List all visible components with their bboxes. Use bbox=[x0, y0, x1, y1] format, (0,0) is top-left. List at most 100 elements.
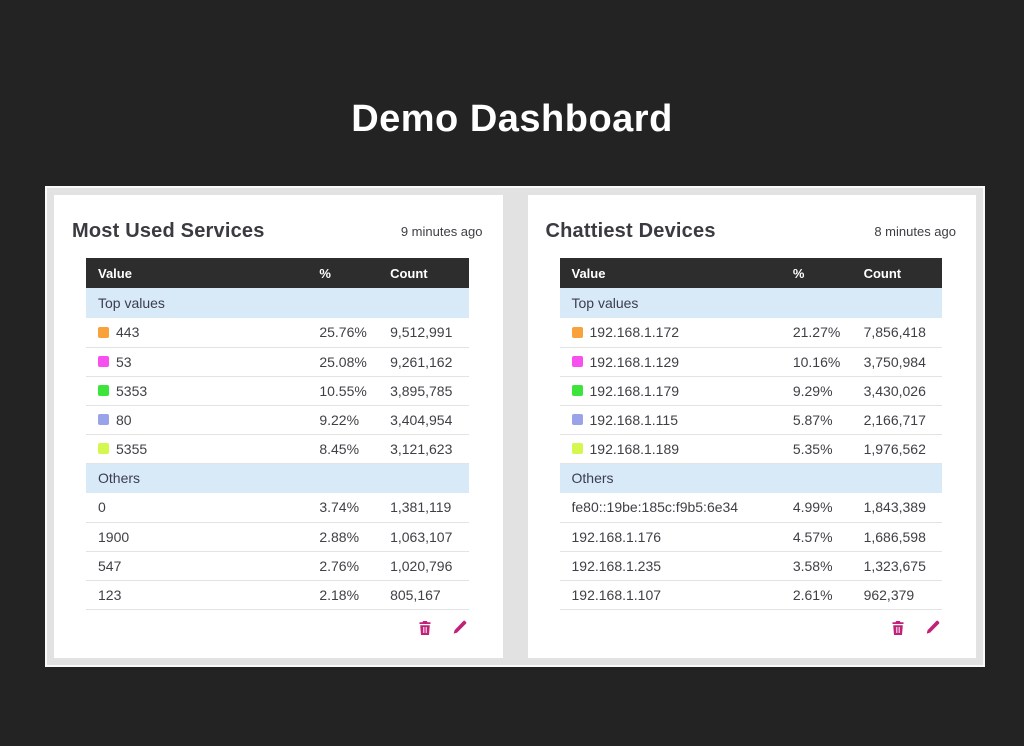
count-cell: 1,976,562 bbox=[863, 434, 942, 464]
panel-timestamp: 9 minutes ago bbox=[400, 224, 483, 239]
section-label: Top values bbox=[86, 288, 469, 318]
percent-cell: 3.74% bbox=[319, 493, 391, 523]
value-cell: 192.168.1.235 bbox=[571, 557, 662, 574]
section-header-row: Others bbox=[86, 463, 469, 493]
table-row: 123 2.18% 805,167 bbox=[86, 580, 469, 610]
value-cell: 5353 bbox=[116, 382, 148, 399]
table-row: 192.168.1.107 2.61% 962,379 bbox=[559, 580, 942, 610]
value-cell: fe80::19be:185c:f9b5:6e34 bbox=[571, 499, 739, 516]
panel-footer bbox=[54, 610, 503, 636]
table-row: 192.168.1.179 9.29% 3,430,026 bbox=[559, 376, 942, 406]
value-cell: 192.168.1.176 bbox=[571, 528, 662, 545]
table-row: 443 25.76% 9,512,991 bbox=[86, 318, 469, 348]
value-cell: 80 bbox=[116, 411, 132, 428]
value-cell: 53 bbox=[116, 353, 132, 370]
percent-cell: 2.88% bbox=[319, 522, 391, 552]
count-cell: 1,686,598 bbox=[863, 522, 942, 552]
delete-button[interactable] bbox=[890, 620, 906, 636]
column-header-percent: % bbox=[319, 258, 391, 288]
table-row: 5355 8.45% 3,121,623 bbox=[86, 434, 469, 464]
count-cell: 1,381,119 bbox=[390, 493, 469, 523]
value-cell: 192.168.1.189 bbox=[589, 440, 680, 457]
count-cell: 2,166,717 bbox=[863, 405, 942, 435]
percent-cell: 3.58% bbox=[792, 551, 864, 581]
percent-cell: 2.76% bbox=[319, 551, 391, 581]
value-color-swatch bbox=[98, 443, 109, 454]
count-cell: 3,430,026 bbox=[863, 376, 942, 406]
value-color-swatch bbox=[571, 414, 583, 425]
column-header-value: Value bbox=[86, 258, 320, 288]
count-cell: 9,512,991 bbox=[390, 318, 469, 348]
edit-button[interactable] bbox=[451, 620, 467, 636]
percent-cell: 2.61% bbox=[792, 580, 864, 610]
table-row: 192.168.1.235 3.58% 1,323,675 bbox=[559, 551, 942, 581]
delete-button[interactable] bbox=[417, 620, 433, 636]
value-cell: 443 bbox=[116, 324, 140, 341]
percent-cell: 10.55% bbox=[319, 376, 391, 406]
section-header-row: Top values bbox=[86, 288, 469, 318]
table-row: 1900 2.88% 1,063,107 bbox=[86, 522, 469, 552]
value-cell: 547 bbox=[98, 557, 122, 574]
column-header-count: Count bbox=[863, 258, 942, 288]
value-color-swatch bbox=[98, 326, 109, 338]
section-label: Others bbox=[559, 463, 942, 493]
count-cell: 1,843,389 bbox=[863, 493, 942, 523]
column-header-value: Value bbox=[559, 258, 793, 288]
percent-cell: 10.16% bbox=[792, 347, 864, 377]
count-cell: 1,323,675 bbox=[863, 551, 942, 581]
percent-cell: 5.87% bbox=[792, 405, 864, 435]
panel-card: Chattiest Devices 8 minutes ago Value % … bbox=[527, 195, 976, 658]
table-row: fe80::19be:185c:f9b5:6e34 4.99% 1,843,389 bbox=[559, 493, 942, 523]
count-cell: 962,379 bbox=[863, 580, 942, 610]
table-row: 547 2.76% 1,020,796 bbox=[86, 551, 469, 581]
section-header-row: Top values bbox=[559, 288, 942, 318]
pencil-icon bbox=[926, 620, 940, 634]
panel-timestamp: 8 minutes ago bbox=[874, 224, 956, 239]
value-color-swatch bbox=[571, 385, 583, 396]
value-cell: 5355 bbox=[116, 440, 148, 457]
count-cell: 3,121,623 bbox=[390, 434, 469, 464]
table-header-row: Value % Count bbox=[559, 258, 942, 288]
panel-header: Most Used Services 9 minutes ago bbox=[54, 195, 503, 256]
value-cell: 123 bbox=[98, 586, 122, 603]
panel-card: Most Used Services 9 minutes ago Value %… bbox=[54, 195, 503, 658]
table-row: 53 25.08% 9,261,162 bbox=[86, 347, 469, 377]
table-header-row: Value % Count bbox=[86, 258, 469, 288]
value-color-swatch bbox=[571, 356, 583, 367]
percent-cell: 21.27% bbox=[792, 318, 864, 348]
count-cell: 3,750,984 bbox=[863, 347, 942, 377]
value-cell: 0 bbox=[98, 499, 106, 516]
table-row: 80 9.22% 3,404,954 bbox=[86, 405, 469, 435]
panel-title: Most Used Services bbox=[72, 220, 265, 242]
pencil-icon bbox=[453, 620, 466, 634]
value-color-swatch bbox=[98, 356, 109, 367]
trash-icon bbox=[419, 620, 430, 635]
value-cell: 192.168.1.107 bbox=[571, 586, 662, 603]
percent-cell: 9.29% bbox=[792, 376, 864, 406]
count-cell: 9,261,162 bbox=[390, 347, 469, 377]
edit-button[interactable] bbox=[924, 620, 940, 636]
count-cell: 1,020,796 bbox=[390, 551, 469, 581]
table-row: 192.168.1.129 10.16% 3,750,984 bbox=[559, 347, 942, 377]
percent-cell: 25.08% bbox=[319, 347, 391, 377]
count-cell: 805,167 bbox=[390, 580, 469, 610]
table-row: 192.168.1.115 5.87% 2,166,717 bbox=[559, 405, 942, 435]
count-cell: 1,063,107 bbox=[390, 522, 469, 552]
table-row: 192.168.1.172 21.27% 7,856,418 bbox=[559, 318, 942, 348]
table-row: 5353 10.55% 3,895,785 bbox=[86, 376, 469, 406]
value-cell: 192.168.1.172 bbox=[589, 324, 680, 341]
values-table: Value % Count Top values 192.168.1.172 21.… bbox=[559, 258, 942, 610]
dashboard-frame: Most Used Services 9 minutes ago Value %… bbox=[45, 186, 985, 667]
value-cell: 1900 bbox=[98, 528, 130, 545]
percent-cell: 9.22% bbox=[319, 405, 391, 435]
column-header-percent: % bbox=[792, 258, 864, 288]
page-title: Demo Dashboard bbox=[351, 98, 673, 140]
percent-cell: 4.57% bbox=[792, 522, 864, 552]
column-header-count: Count bbox=[390, 258, 469, 288]
percent-cell: 25.76% bbox=[319, 318, 391, 348]
value-color-swatch bbox=[571, 443, 583, 454]
table-row: 0 3.74% 1,381,119 bbox=[86, 493, 469, 523]
section-label: Others bbox=[86, 463, 469, 493]
values-table: Value % Count Top values 443 25.76% 9,512,9… bbox=[86, 258, 469, 610]
percent-cell: 4.99% bbox=[792, 493, 864, 523]
